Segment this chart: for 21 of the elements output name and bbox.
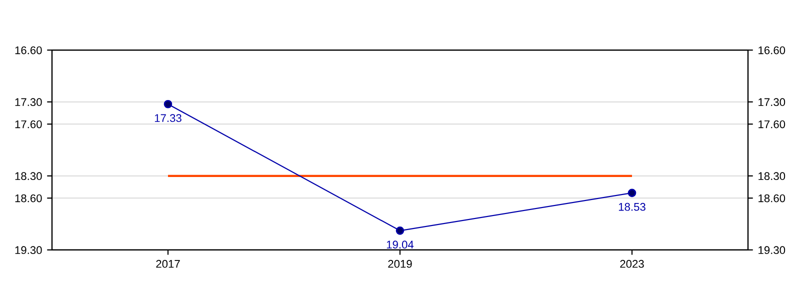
data-label: 17.33 bbox=[154, 114, 182, 122]
y2-tick-label: 17.30 bbox=[758, 98, 786, 106]
y-tick-label: 18.60 bbox=[15, 194, 42, 202]
y-tick-label: 17.60 bbox=[15, 120, 42, 128]
point bbox=[628, 188, 636, 198]
point bbox=[396, 226, 404, 235]
y2-tick-label: 16.60 bbox=[758, 46, 786, 54]
y-tick-label: 19.30 bbox=[15, 246, 42, 254]
y-tick-label: 17.30 bbox=[15, 98, 42, 106]
y2-tick-label: 19.30 bbox=[758, 246, 786, 254]
y-tick-label: 16.60 bbox=[15, 46, 42, 54]
y-tick-label: 18.30 bbox=[15, 172, 42, 180]
point bbox=[164, 100, 172, 108]
x-tick-label: 2017 bbox=[156, 260, 180, 268]
y2-tick-label: 17.60 bbox=[758, 120, 786, 128]
y2-tick-label: 18.60 bbox=[758, 194, 786, 202]
y2-tick-label: 18.30 bbox=[758, 172, 786, 180]
x-tick-label: 2019 bbox=[388, 260, 412, 268]
x-tick-label: 2023 bbox=[620, 260, 644, 268]
data-label: 18.53 bbox=[618, 202, 646, 211]
data-label: 19.04 bbox=[386, 240, 414, 249]
